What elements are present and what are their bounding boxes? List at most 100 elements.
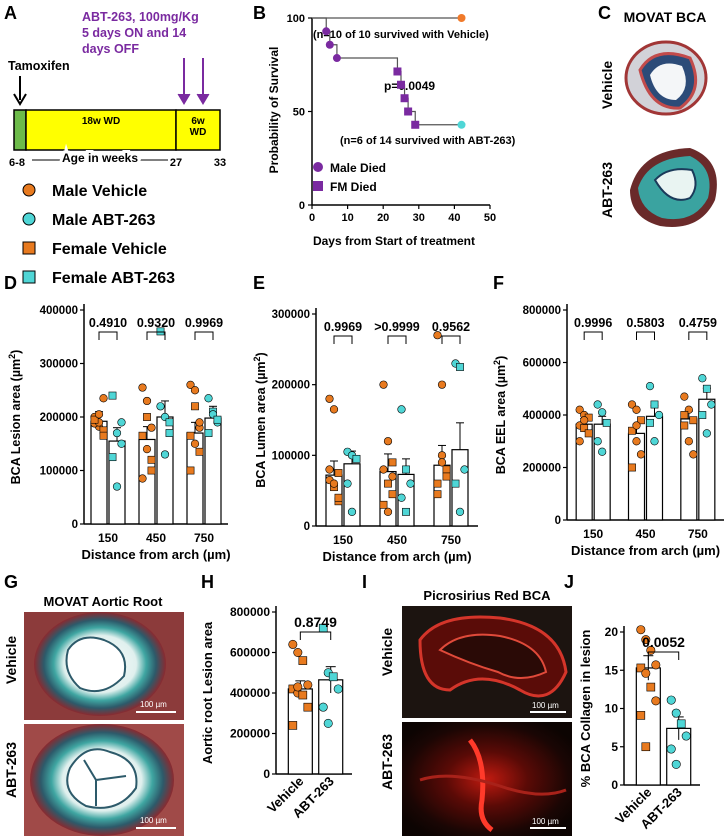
panel-letter-c: C [598,3,611,23]
panel-i-images: Picrosirius Red BCA Vehicle ABT-263 100 … [379,588,572,836]
chartF-point-male [593,437,602,446]
chartJ-ylabel: % BCA Collagen in lesion [578,630,593,788]
treatment-line-2: 5 days ON and 14 [82,26,186,40]
chartJ-point-female [636,663,646,673]
chartF-point-female [646,418,654,427]
chartD-point-male [94,410,104,419]
chartF-x-tick-label: 450 [635,527,655,541]
chartD-point-female [165,429,174,437]
chartH-point-female [298,690,308,700]
chartF-point-male [702,429,711,438]
chartE-point-male [437,458,447,467]
panel-d-chart: 0 100000 200000 300000 400000 150 0.4910 450 0.9… [7,304,231,562]
chartH-point-male [293,682,303,692]
chartE-ylabel-tail: ) [254,352,268,356]
chartD-point-female [99,431,108,440]
chartF-point-female [680,421,689,430]
chartE-point-male [325,394,334,403]
legend-marker-female-vehicle [22,241,36,255]
wd18-label: 18w WD [82,116,120,127]
chartD-point-female [147,455,156,464]
chartE-point-male [329,479,339,488]
i-scale-label-2: 100 µm [532,817,559,826]
chartF-point-male [698,374,707,383]
chartF-point-male [598,447,607,456]
chartH-y-tick-label: 400000 [230,686,270,700]
chartF-point-male [575,405,584,414]
chartD-sig-bracket [98,331,118,340]
b-y-tick-label: 0 [299,200,305,212]
chartF-y-tick-label: 200000 [523,463,561,475]
chartD-y-tick-label: 200000 [40,412,78,424]
b-x-tick-label: 50 [484,212,496,224]
chartD-point-male [190,386,200,395]
chartE-y-tick-label: 300000 [272,309,310,321]
wd6-bar [175,109,221,151]
chartD-x-tick-label: 150 [98,531,118,545]
chartE-ylabel-sup: 2 [252,356,262,361]
i-image-abt [402,722,572,836]
chartE-point-female [388,490,397,499]
chartE-point-male [433,331,442,340]
chartE-point-male [397,405,406,414]
chartH-point-male [293,647,303,657]
b-event-male [332,54,341,63]
chartD-sig-bracket [146,331,166,340]
chartF-point-female [602,418,611,427]
chartE-point-female [352,454,361,463]
c-abt-lumen [653,168,697,201]
chartE-point-male [325,465,334,474]
b-end-point [457,14,466,22]
chartF-x-tick-label: 150 [583,527,603,541]
chartH-y-tick-label: 0 [263,767,270,781]
b-event-female [400,94,409,103]
panel-e-chart: 0 100000 200000 300000 150 0.9969 450 >0.9999 75… [252,308,478,564]
chartF-point-female [650,400,659,409]
chartD-point-female [90,415,99,424]
chartF-bar-vehicle [680,418,698,521]
chartH-bar-vehicle [287,688,313,775]
chartH-ylabel: Aortic root Lesion area [200,621,215,764]
i-abt-wall [419,774,567,796]
chartJ-point-male [666,695,676,705]
legend-marker-male-abt [22,212,36,226]
chartF-pvalue: 0.5803 [626,316,664,330]
chartF-ylabel-tail: ) [494,356,508,360]
chartD-x-tick-label: 450 [146,531,166,545]
b-annot-p: p=0.0049 [384,79,435,93]
age-axis-label: Age in weeks [62,151,138,165]
panel-letter-e: E [253,273,265,293]
chartJ-y-tick-label: 0 [611,778,618,792]
chartF-point-male [645,382,655,391]
chartF-point-female [628,463,636,472]
chartD-y-tick-label: 300000 [40,359,78,371]
c-vehicle-lumen [650,63,686,100]
chartE-point-female [334,493,343,502]
c-row-vehicle: Vehicle [599,61,615,109]
chartF-point-male [575,437,584,446]
chartF-ylabel: BCA EEL area (µm2) [492,356,508,475]
chartH-point-female [298,656,308,665]
b-legend-male: Male Died [330,161,386,175]
chartF-point-male [684,437,693,446]
b-event-female [411,120,420,129]
chartF-point-male [632,437,641,446]
chartF-y-tick-label: 600000 [523,358,561,370]
chartF-sig-bracket [636,331,655,340]
chartD-point-male [117,418,126,427]
chartE-point-female [442,465,451,474]
chartE-sig-bracket [333,335,353,344]
chartF-bar-vehicle [627,432,646,521]
treatment-line-1: ABT-263, 100mg/Kg [82,10,199,24]
chartD-pvalue: 0.9320 [137,316,175,330]
chartE-point-male [437,451,447,460]
chartE-point-female [442,472,451,481]
legend-marker-female-abt [22,270,36,284]
panel-letter-i: I [362,572,367,592]
chartH-y-tick-label: 600000 [230,646,270,660]
chartH-point-female [328,672,338,682]
chartE-bar-abt [343,463,361,527]
chartJ-point-male [636,625,646,635]
b-event-male [325,40,334,49]
chartH-point-male [323,718,333,728]
